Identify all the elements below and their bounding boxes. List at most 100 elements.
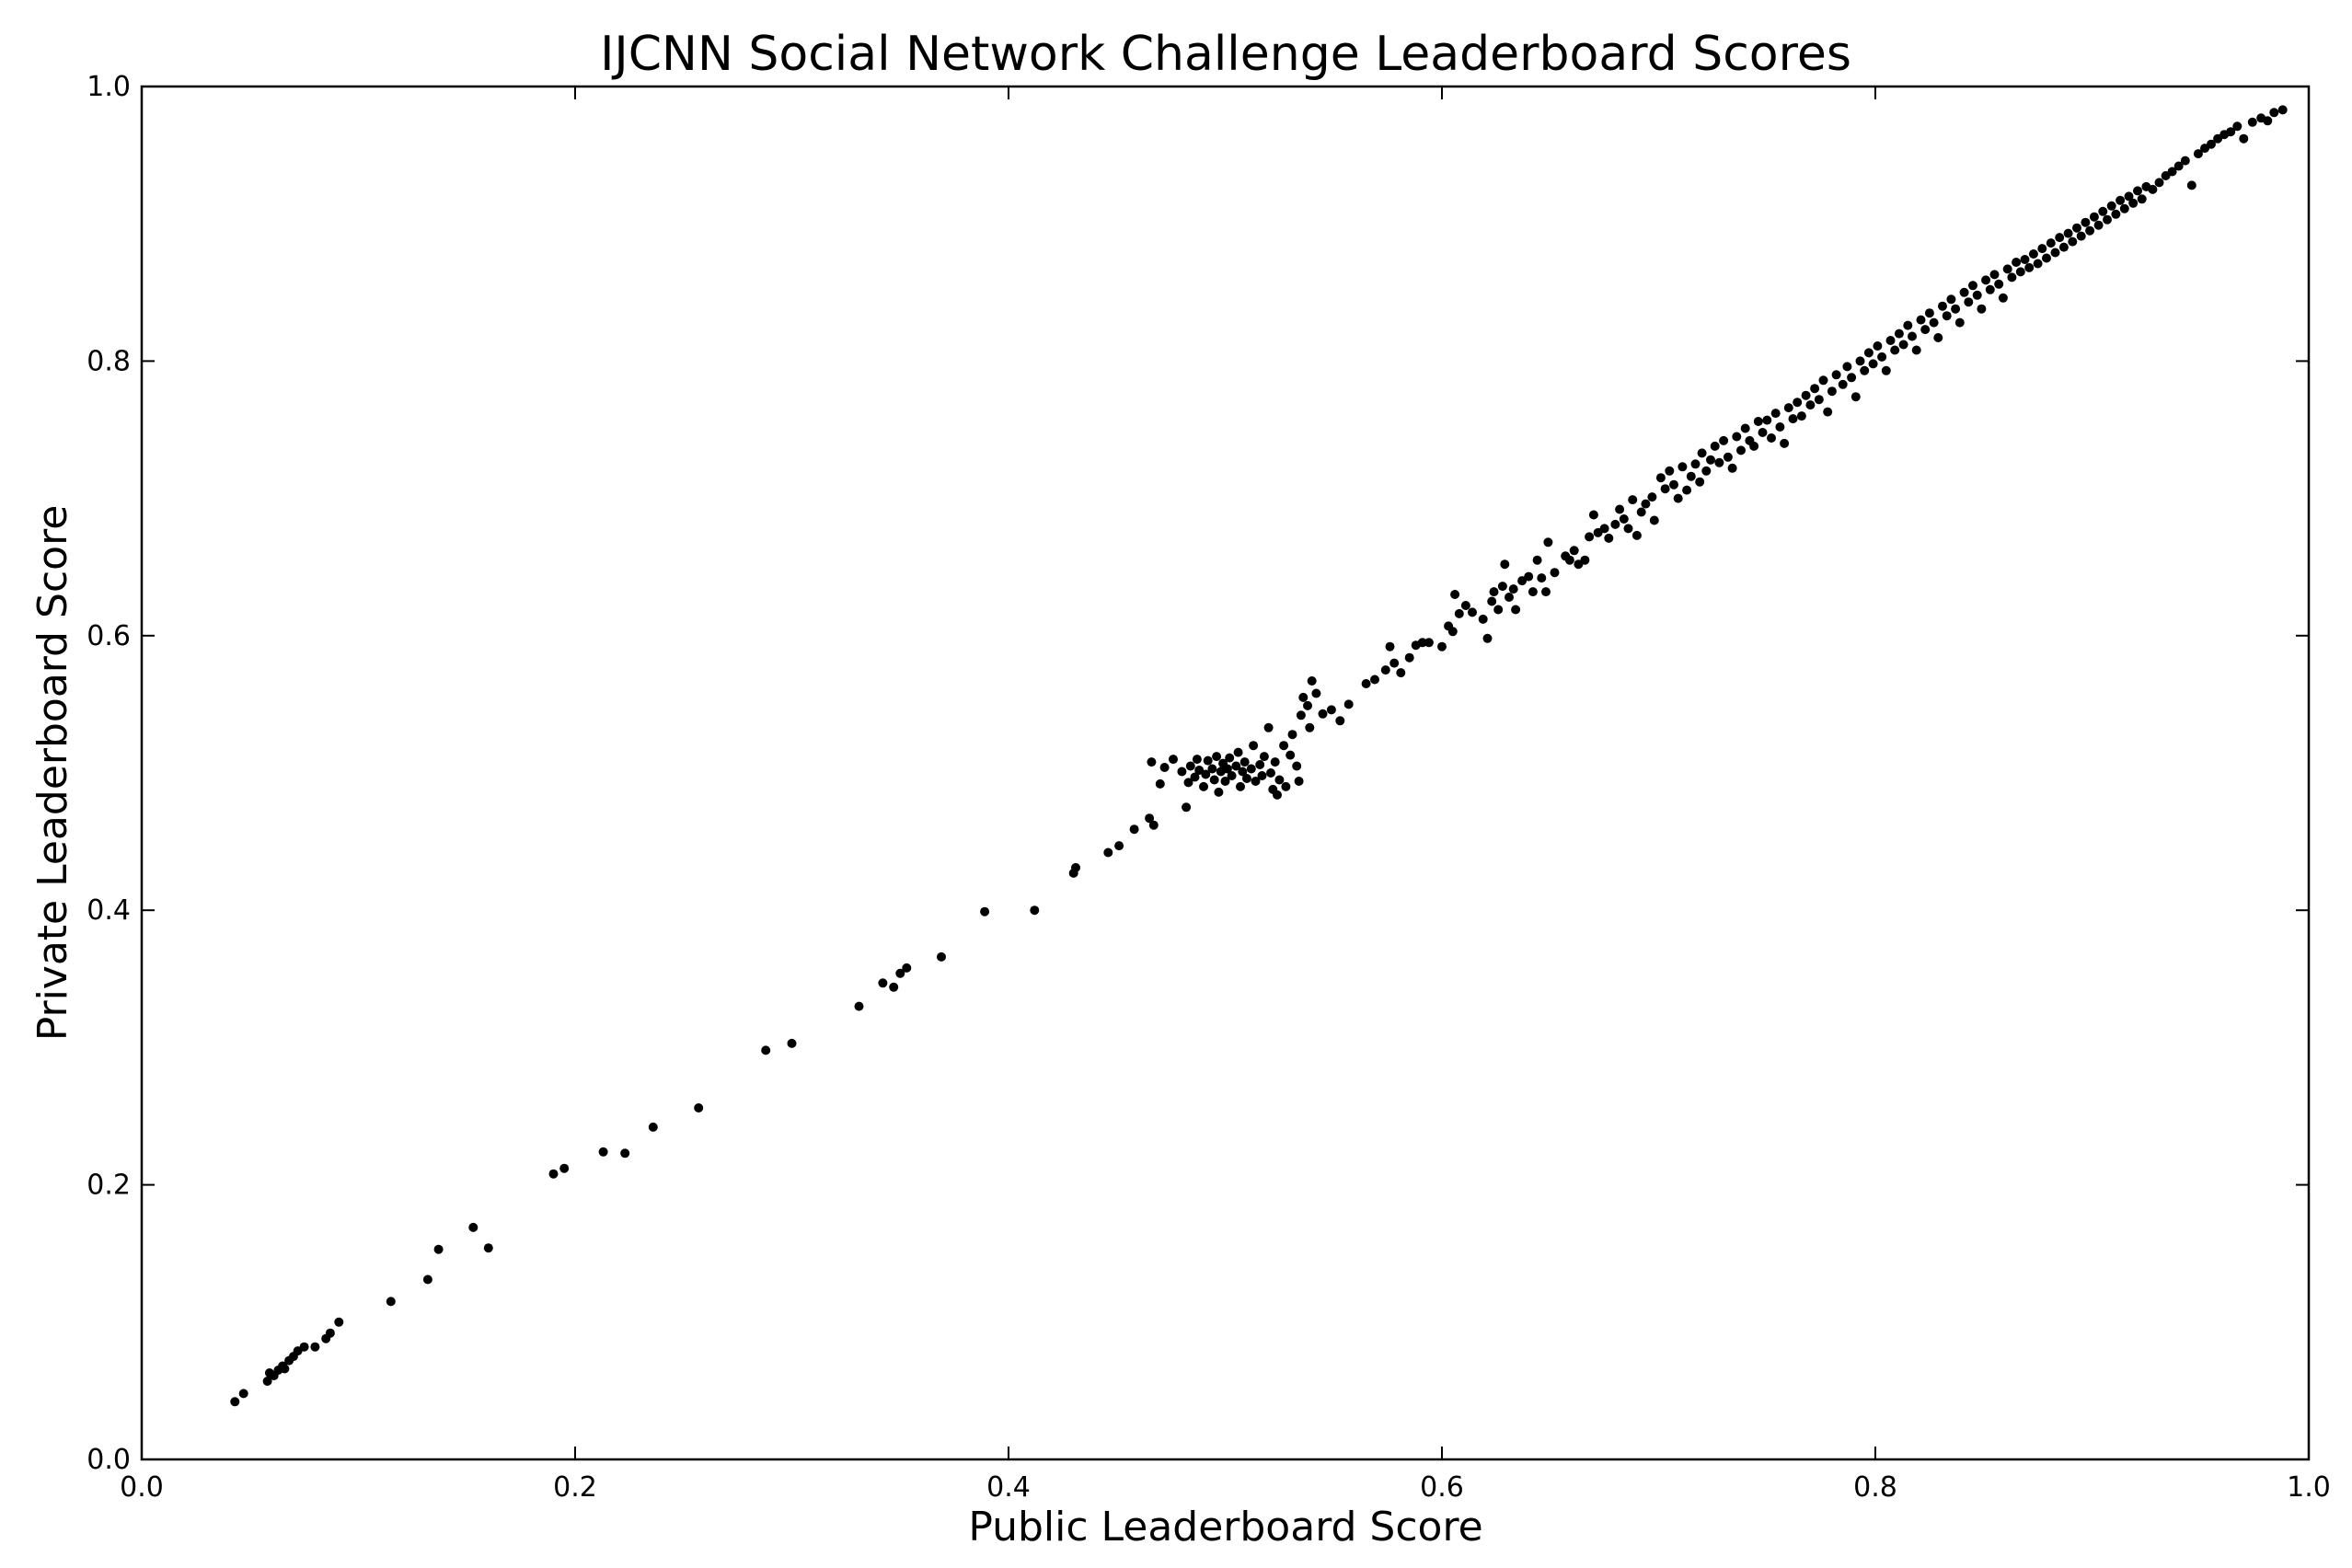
data-point bbox=[2124, 191, 2134, 202]
data-point bbox=[1103, 847, 1113, 858]
data-point bbox=[1447, 627, 1458, 637]
data-point bbox=[559, 1163, 570, 1173]
data-point bbox=[1916, 315, 1926, 325]
data-point bbox=[2193, 149, 2203, 159]
data-point bbox=[1981, 275, 1991, 285]
data-point bbox=[1370, 674, 1379, 685]
data-point bbox=[620, 1148, 630, 1159]
data-point bbox=[1437, 641, 1447, 651]
data-point bbox=[1697, 448, 1707, 458]
data-point bbox=[2002, 264, 2012, 274]
data-point bbox=[1251, 777, 1261, 786]
data-point bbox=[1279, 741, 1289, 751]
data-point bbox=[1749, 441, 1759, 451]
data-point bbox=[1493, 605, 1504, 615]
data-point bbox=[1736, 445, 1746, 455]
data-point bbox=[1030, 905, 1040, 916]
data-point bbox=[1380, 665, 1390, 675]
data-point bbox=[1183, 778, 1193, 788]
data-point bbox=[334, 1317, 344, 1327]
data-point bbox=[2103, 214, 2112, 225]
data-point bbox=[895, 968, 905, 978]
data-point bbox=[1838, 379, 1848, 389]
data-point bbox=[1660, 484, 1670, 494]
data-point bbox=[1478, 614, 1488, 624]
data-point bbox=[1155, 778, 1165, 789]
data-point bbox=[1468, 607, 1477, 617]
x-tick-label: 0.0 bbox=[120, 1471, 164, 1504]
data-point bbox=[1203, 755, 1213, 766]
data-point bbox=[238, 1389, 248, 1399]
data-point bbox=[2024, 262, 2035, 272]
data-point bbox=[1239, 757, 1250, 767]
data-point bbox=[2207, 139, 2216, 149]
data-point bbox=[1890, 345, 1900, 355]
data-point bbox=[386, 1297, 396, 1307]
data-point bbox=[1287, 730, 1297, 740]
data-point bbox=[1968, 281, 1977, 291]
data-point bbox=[1701, 466, 1712, 476]
data-point bbox=[1994, 279, 2004, 289]
data-point bbox=[2133, 186, 2142, 196]
data-point bbox=[1326, 705, 1336, 715]
data-point bbox=[1242, 774, 1251, 783]
data-point bbox=[483, 1243, 493, 1253]
data-point bbox=[1951, 304, 1961, 314]
data-point bbox=[2012, 258, 2022, 267]
data-point bbox=[1482, 633, 1493, 643]
data-point bbox=[2232, 121, 2242, 132]
data-point bbox=[1266, 768, 1275, 778]
data-point bbox=[2042, 253, 2051, 263]
data-point bbox=[1460, 601, 1470, 610]
data-point bbox=[1682, 485, 1692, 495]
data-point bbox=[1231, 761, 1241, 771]
data-point bbox=[1524, 571, 1534, 582]
data-point bbox=[889, 982, 899, 992]
data-point bbox=[1881, 365, 1891, 375]
data-point bbox=[980, 906, 990, 917]
data-point bbox=[1796, 411, 1806, 421]
x-tick-label: 0.4 bbox=[986, 1471, 1031, 1504]
data-point bbox=[1580, 555, 1590, 565]
data-point bbox=[1678, 462, 1688, 472]
y-tick-label: 0.2 bbox=[86, 1170, 131, 1202]
data-point bbox=[1885, 336, 1896, 345]
data-point bbox=[1929, 317, 1939, 328]
data-point bbox=[1753, 417, 1763, 426]
data-point bbox=[1389, 658, 1400, 668]
data-point bbox=[1489, 587, 1499, 597]
data-point bbox=[1528, 587, 1538, 597]
data-point bbox=[1911, 345, 1921, 355]
data-point bbox=[2033, 259, 2043, 269]
data-point bbox=[1898, 340, 1908, 350]
data-point bbox=[1998, 293, 2008, 303]
data-point bbox=[2015, 267, 2025, 277]
data-point bbox=[2050, 248, 2060, 258]
data-point bbox=[2028, 249, 2038, 259]
data-point bbox=[1259, 752, 1269, 762]
data-point bbox=[2137, 194, 2147, 204]
data-point bbox=[1177, 767, 1187, 777]
data-point bbox=[1655, 473, 1666, 483]
data-point bbox=[1827, 386, 1837, 397]
data-point bbox=[2173, 161, 2184, 171]
data-point bbox=[1508, 584, 1518, 594]
data-point bbox=[1147, 757, 1157, 767]
data-point bbox=[1690, 459, 1701, 469]
data-point bbox=[1860, 365, 1870, 375]
data-point bbox=[1270, 757, 1280, 767]
data-point bbox=[1770, 409, 1781, 419]
data-point bbox=[1249, 741, 1259, 751]
data-point bbox=[1311, 688, 1321, 698]
data-point bbox=[787, 1038, 797, 1048]
data-point bbox=[1868, 359, 1878, 369]
data-point bbox=[1292, 761, 1302, 771]
data-point bbox=[1274, 775, 1285, 785]
data-point bbox=[2076, 231, 2086, 241]
data-point bbox=[1564, 555, 1574, 565]
data-point bbox=[1673, 493, 1683, 503]
data-point bbox=[2098, 206, 2108, 216]
data-point bbox=[1903, 320, 1913, 330]
data-point bbox=[1669, 479, 1678, 490]
